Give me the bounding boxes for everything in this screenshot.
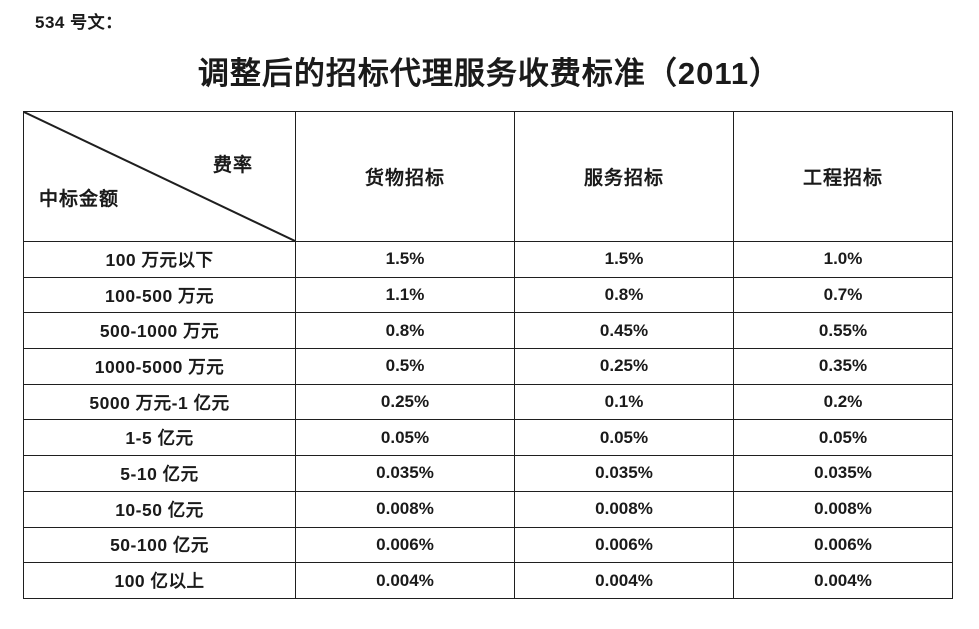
service-rate-cell: 0.1% (514, 383, 734, 421)
engineering-rate-cell: 0.006% (733, 526, 953, 564)
amount-range-cell: 1-5 亿元 (23, 419, 296, 457)
column-header-goods-bidding: 货物招标 (295, 111, 515, 242)
table-row: 500-1000 万元 0.8% 0.45% 0.55% (23, 312, 953, 350)
page-title: 调整后的招标代理服务收费标准（2011） (197, 56, 782, 91)
amount-range-cell: 100 万元以下 (23, 241, 296, 278)
service-rate-cell: 0.006% (514, 526, 734, 564)
table-row: 5-10 亿元 0.035% 0.035% 0.035% (23, 455, 953, 492)
column-header-service-bidding: 服务招标 (514, 111, 734, 242)
engineering-rate-cell: 0.008% (733, 490, 953, 528)
engineering-rate-cell: 0.2% (733, 383, 953, 421)
service-rate-cell: 1.5% (514, 241, 734, 278)
goods-rate-cell: 0.035% (295, 455, 515, 492)
fee-table-body: 100 万元以下 1.5% 1.5% 1.0% 100-500 万元 1.1% … (23, 241, 953, 599)
amount-range-cell: 10-50 亿元 (23, 490, 296, 528)
service-rate-cell: 0.45% (514, 312, 734, 350)
diagonal-divider-line (24, 112, 295, 241)
amount-range-cell: 100 亿以上 (23, 562, 296, 599)
goods-rate-cell: 0.004% (295, 562, 515, 599)
amount-range-cell: 500-1000 万元 (23, 312, 296, 350)
engineering-rate-cell: 0.05% (733, 419, 953, 457)
table-row: 50-100 亿元 0.006% 0.006% 0.006% (23, 526, 953, 564)
table-row: 100-500 万元 1.1% 0.8% 0.7% (23, 276, 953, 314)
table-row: 1000-5000 万元 0.5% 0.25% 0.35% (23, 348, 953, 385)
service-rate-cell: 0.25% (514, 348, 734, 385)
service-rate-cell: 0.8% (514, 276, 734, 314)
engineering-rate-cell: 0.004% (733, 562, 953, 599)
table-row: 100 亿以上 0.004% 0.004% 0.004% (23, 562, 953, 599)
amount-range-cell: 5-10 亿元 (23, 455, 296, 492)
goods-rate-cell: 0.05% (295, 419, 515, 457)
doc-number-label: 534 号文： (35, 13, 123, 32)
goods-rate-cell: 1.5% (295, 241, 515, 278)
fee-standard-table: 费率 中标金额 货物招标 服务招标 工程招标 100 万元以下 1.5% 1.5… (23, 111, 953, 599)
corner-label-bid-amount: 中标金额 (39, 189, 120, 210)
goods-rate-cell: 0.006% (295, 526, 515, 564)
service-rate-cell: 0.008% (514, 490, 734, 528)
engineering-rate-cell: 0.035% (733, 455, 953, 492)
goods-rate-cell: 0.25% (295, 383, 515, 421)
goods-rate-cell: 1.1% (295, 276, 515, 314)
header-row: 费率 中标金额 货物招标 服务招标 工程招标 (23, 111, 953, 242)
table-row: 100 万元以下 1.5% 1.5% 1.0% (23, 241, 953, 278)
engineering-rate-cell: 1.0% (733, 241, 953, 278)
table-row: 1-5 亿元 0.05% 0.05% 0.05% (23, 419, 953, 457)
goods-rate-cell: 0.5% (295, 348, 515, 385)
goods-rate-cell: 0.8% (295, 312, 515, 350)
amount-range-cell: 50-100 亿元 (23, 526, 296, 564)
column-header-engineering-bidding: 工程招标 (733, 111, 953, 242)
engineering-rate-cell: 0.55% (733, 312, 953, 350)
amount-range-cell: 5000 万元-1 亿元 (23, 383, 296, 421)
table-row: 10-50 亿元 0.008% 0.008% 0.008% (23, 490, 953, 528)
amount-range-cell: 100-500 万元 (23, 276, 296, 314)
service-rate-cell: 0.05% (514, 419, 734, 457)
corner-header-cell: 费率 中标金额 (23, 111, 296, 242)
goods-rate-cell: 0.008% (295, 490, 515, 528)
service-rate-cell: 0.035% (514, 455, 734, 492)
corner-label-rate: 费率 (212, 155, 253, 176)
table-row: 5000 万元-1 亿元 0.25% 0.1% 0.2% (23, 383, 953, 421)
engineering-rate-cell: 0.7% (733, 276, 953, 314)
engineering-rate-cell: 0.35% (733, 348, 953, 385)
amount-range-cell: 1000-5000 万元 (23, 348, 296, 385)
service-rate-cell: 0.004% (514, 562, 734, 599)
